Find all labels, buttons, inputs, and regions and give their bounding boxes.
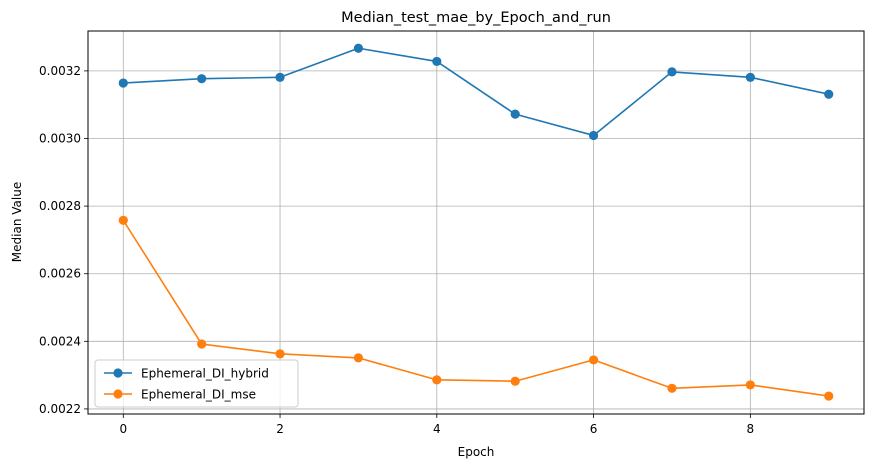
y-tick-label: 0.0028 <box>39 199 81 213</box>
y-tick-label: 0.0032 <box>39 64 81 78</box>
data-point <box>510 376 520 386</box>
data-point <box>667 67 677 77</box>
data-point <box>824 89 834 99</box>
data-point <box>432 375 442 385</box>
y-tick-label: 0.0026 <box>39 267 81 281</box>
data-point <box>353 353 364 363</box>
legend: Ephemeral_DI_hybrid Ephemeral_DI_mse <box>94 359 299 408</box>
data-point <box>745 72 755 82</box>
data-point <box>197 339 207 349</box>
legend-label: Ephemeral_DI_hybrid <box>141 367 269 381</box>
data-point <box>588 130 599 141</box>
y-tick-label: 0.0022 <box>39 402 81 416</box>
data-point <box>745 380 755 390</box>
data-point <box>118 78 128 88</box>
legend-box <box>94 359 299 408</box>
data-point <box>824 391 834 401</box>
y-axis-label: Median Value <box>10 182 24 262</box>
legend-marker <box>113 389 123 399</box>
data-point <box>197 74 207 84</box>
x-tick-label: 2 <box>276 422 284 436</box>
axis-ticks: 0 2 4 6 8 0.0022 0.0024 0.0026 0.0028 0.0030 0.003… <box>39 64 754 436</box>
x-axis-label: Epoch <box>458 445 495 459</box>
legend-label: Ephemeral_DI_mse <box>141 388 256 402</box>
data-point <box>588 355 599 365</box>
data-point <box>432 56 442 67</box>
x-tick-label: 0 <box>119 422 127 436</box>
series-line <box>122 219 829 397</box>
chart-title: Median_test_mae_by_Epoch_and_run <box>341 10 611 26</box>
data-point <box>510 109 520 119</box>
data-point <box>275 349 285 359</box>
y-tick-label: 0.0024 <box>39 334 81 348</box>
data-point <box>353 43 364 53</box>
plot-frame <box>87 30 865 415</box>
series-layer <box>118 43 834 401</box>
y-tick-label: 0.0030 <box>39 131 81 145</box>
grid-lines <box>88 31 864 414</box>
data-point <box>667 383 677 393</box>
series-Ephemeral_DI_mse <box>118 215 834 401</box>
x-tick-label: 4 <box>433 422 441 436</box>
x-tick-label: 8 <box>747 422 755 436</box>
series-Ephemeral_DI_hybrid <box>118 43 834 141</box>
x-tick-label: 6 <box>590 422 598 436</box>
data-point <box>275 72 285 82</box>
legend-marker <box>113 368 123 378</box>
data-point <box>118 215 128 225</box>
series-line <box>123 47 829 137</box>
